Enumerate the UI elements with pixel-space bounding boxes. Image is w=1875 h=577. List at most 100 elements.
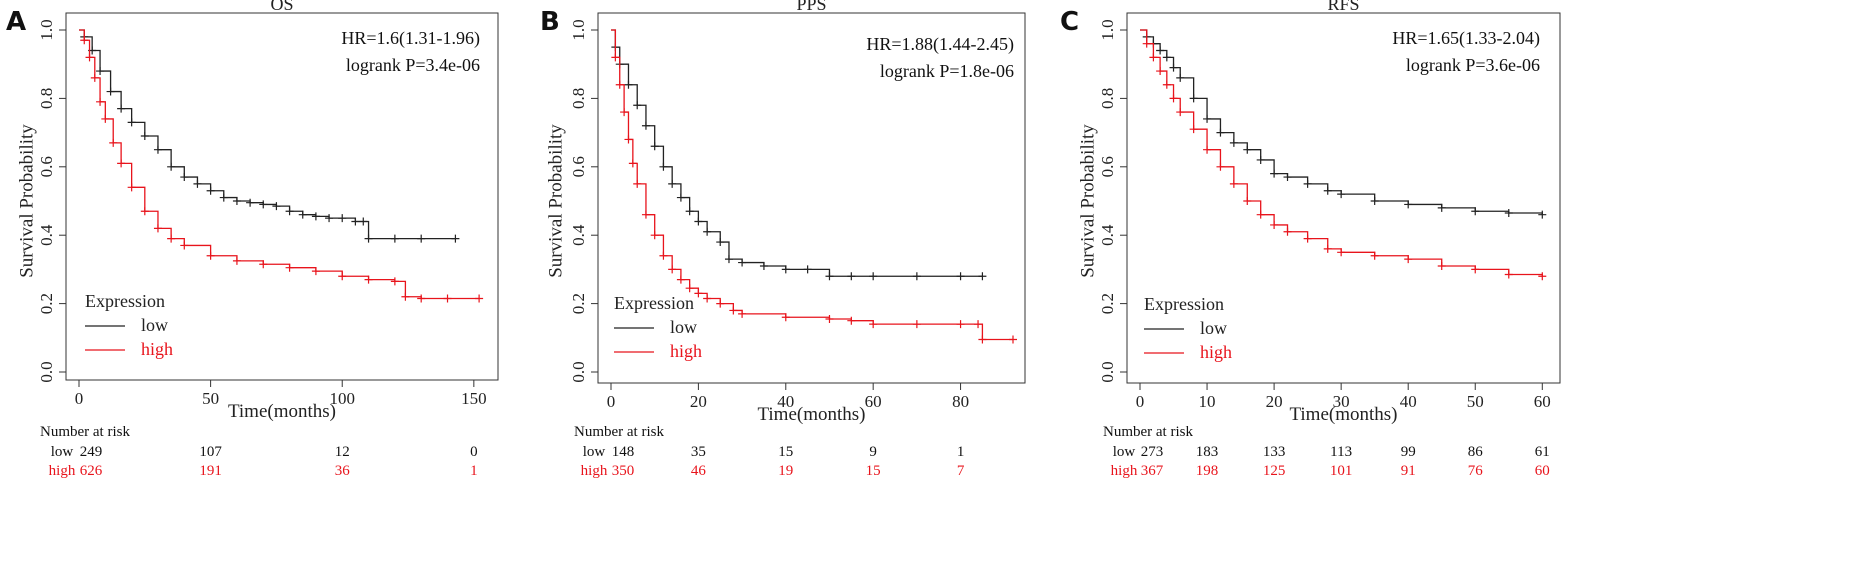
- censor-mark-low: [694, 217, 703, 226]
- censor-mark-high: [1504, 270, 1513, 279]
- hazard-ratio: HR=1.6(1.31-1.96): [341, 28, 480, 49]
- legend-label-low: low: [1200, 318, 1227, 338]
- censor-mark-high: [338, 272, 347, 281]
- censor-mark-high: [117, 159, 126, 168]
- censor-mark-low: [716, 238, 725, 247]
- risk-value: 1: [957, 444, 965, 460]
- risk-table-header: Number at risk: [574, 424, 664, 440]
- x-axis-title: Time(months): [228, 401, 336, 422]
- censor-mark-high: [232, 256, 241, 265]
- censor-mark-low: [259, 200, 268, 209]
- censor-mark-high: [628, 159, 637, 168]
- risk-value: 350: [612, 463, 635, 479]
- censor-mark-low: [624, 80, 633, 89]
- y-tick-label: 0.8: [1098, 88, 1117, 109]
- censor-mark-low: [96, 67, 105, 76]
- y-tick-label: 0.4: [37, 224, 56, 246]
- censor-mark-high: [1142, 39, 1151, 48]
- logrank-p: logrank P=3.6e-06: [1406, 55, 1540, 75]
- risk-value: 76: [1468, 463, 1484, 479]
- risk-value: 198: [1196, 463, 1219, 479]
- y-tick-label: 0.2: [569, 293, 588, 314]
- censor-mark-low: [285, 207, 294, 216]
- risk-value: 91: [1401, 463, 1416, 479]
- y-tick-label: 0.6: [1098, 156, 1117, 177]
- x-axis-title: Time(months): [1289, 404, 1397, 425]
- logrank-p: logrank P=3.4e-06: [346, 55, 480, 75]
- risk-value: 367: [1141, 463, 1164, 479]
- censor-mark-low: [1176, 73, 1185, 82]
- risk-row-label: high: [49, 463, 76, 479]
- censor-mark-low: [325, 214, 334, 223]
- risk-row-label: low: [583, 444, 606, 460]
- censor-mark-low: [668, 179, 677, 188]
- legend-label-high: high: [670, 341, 702, 361]
- censor-mark-high: [668, 265, 677, 274]
- km-panel-b: B PPS 0.0 0.2 0.4 0.6 0.8 1.0 Survival Probabili…: [540, 0, 1026, 479]
- censor-mark-low: [869, 272, 878, 281]
- y-tick-label: 1.0: [1098, 19, 1117, 40]
- logrank-p: logrank P=1.8e-06: [880, 61, 1014, 81]
- censor-mark-high: [781, 313, 790, 322]
- censor-mark-low: [650, 142, 659, 151]
- censor-mark-high: [1404, 255, 1413, 264]
- censor-mark-high: [140, 207, 149, 216]
- censor-mark-high: [96, 97, 105, 106]
- risk-value: 626: [80, 463, 103, 479]
- censor-mark-high: [1162, 80, 1171, 89]
- censor-mark-low: [106, 87, 115, 96]
- x-tick-label: 80: [952, 392, 969, 411]
- censor-mark-low: [676, 193, 685, 202]
- chart-title: RFS: [1327, 0, 1359, 14]
- risk-table-header: Number at risk: [1103, 424, 1193, 440]
- y-tick-label: 0.2: [1098, 293, 1117, 314]
- risk-value: 148: [612, 444, 635, 460]
- censor-mark-low: [1243, 145, 1252, 154]
- legend-label-low: low: [141, 315, 168, 335]
- censor-mark-low: [417, 234, 426, 243]
- censor-mark-low: [1303, 179, 1312, 188]
- risk-value: 1: [470, 463, 478, 479]
- censor-mark-high: [869, 320, 878, 329]
- risk-value: 99: [1401, 444, 1416, 460]
- x-tick-label: 60: [865, 392, 882, 411]
- censor-mark-high: [153, 224, 162, 233]
- censor-mark-high: [716, 299, 725, 308]
- censor-mark-high: [1303, 234, 1312, 243]
- x-tick-label: 0: [1136, 392, 1145, 411]
- censor-mark-low: [359, 217, 368, 226]
- censor-mark-high: [641, 210, 650, 219]
- censor-mark-low: [956, 272, 965, 281]
- censor-mark-high: [443, 294, 452, 303]
- x-tick-label: 40: [1400, 392, 1417, 411]
- censor-mark-high: [659, 251, 668, 260]
- censor-mark-high: [1323, 244, 1332, 253]
- censor-mark-high: [1203, 145, 1212, 154]
- censor-mark-low: [1256, 155, 1265, 164]
- censor-mark-low: [912, 272, 921, 281]
- km-panel-c: C RFS 0.0 0.2 0.4 0.6 0.8 1.0 Survival Probabili…: [1060, 0, 1561, 479]
- censor-mark-low: [311, 212, 320, 221]
- censor-mark-low: [1404, 200, 1413, 209]
- censor-mark-high: [912, 320, 921, 329]
- censor-mark-low: [117, 104, 126, 113]
- x-axis-title: Time(months): [757, 404, 865, 425]
- censor-mark-high: [611, 53, 620, 62]
- censor-mark-low: [1283, 173, 1292, 182]
- censor-mark-high: [978, 335, 987, 344]
- censor-mark-high: [1149, 53, 1158, 62]
- censor-mark-low: [803, 265, 812, 274]
- y-tick-label: 0.0: [37, 361, 56, 382]
- y-tick-label: 0.0: [1098, 361, 1117, 382]
- censor-mark-high: [624, 135, 633, 144]
- censor-mark-low: [1270, 169, 1279, 178]
- censor-mark-low: [1370, 197, 1379, 205]
- censor-mark-high: [1169, 94, 1178, 103]
- censor-mark-high: [615, 80, 624, 89]
- censor-mark-high: [1189, 125, 1198, 134]
- y-tick-label: 0.4: [1098, 224, 1117, 246]
- risk-value: 35: [691, 444, 706, 460]
- x-tick-label: 50: [202, 389, 219, 408]
- y-axis-title: Survival Probability: [1078, 124, 1099, 278]
- x-tick-label: 0: [75, 389, 84, 408]
